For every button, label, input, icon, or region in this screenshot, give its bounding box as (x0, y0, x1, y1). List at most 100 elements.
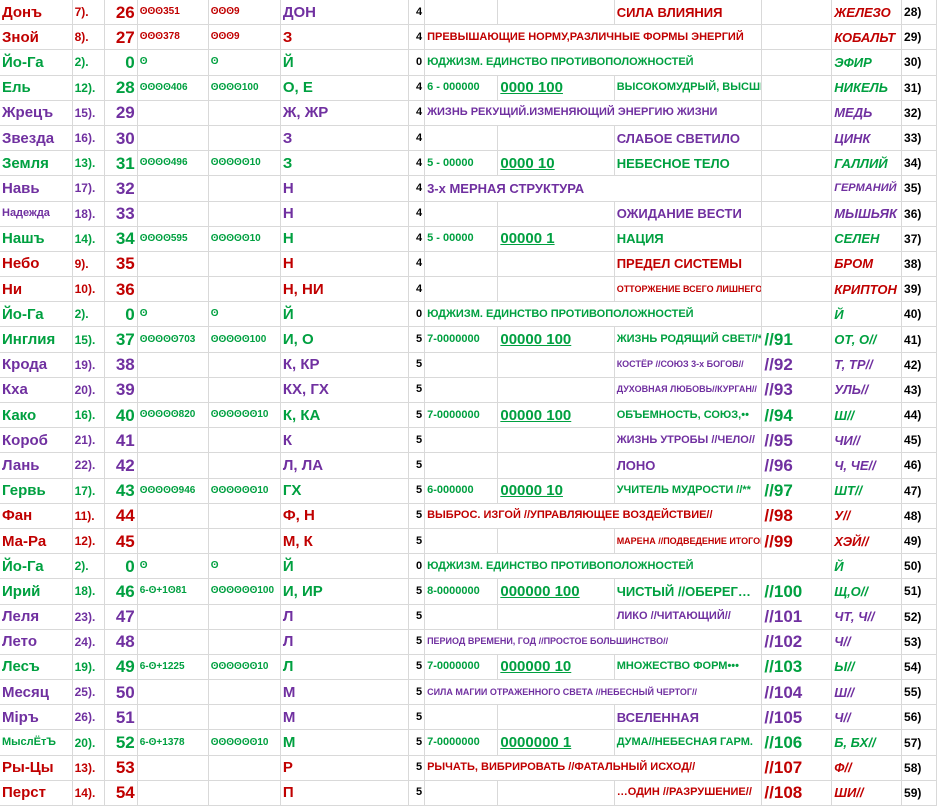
cell-count[interactable]: 4 (408, 150, 426, 177)
cell-binary-code[interactable] (424, 251, 499, 278)
cell-ref[interactable]: //107 (761, 755, 833, 781)
cell-element[interactable]: ЧТ, Ч// (831, 604, 903, 630)
cell-meaning[interactable]: ВЫСОКОМУДРЫЙ, ВЫСШИЙ (614, 75, 763, 101)
cell-ref[interactable] (761, 301, 833, 328)
cell-binary-code[interactable] (424, 604, 499, 630)
cell-ref[interactable]: //91 (761, 326, 833, 353)
cell-binary-value[interactable] (497, 125, 615, 152)
cell-meaning[interactable]: ВЫБРОС. ИЗГОЙ //УПРАВЛЯЮЩЕЕ ВОЗДЕЙСТВИЕ/… (424, 503, 763, 529)
cell-code-a[interactable] (137, 100, 209, 126)
cell-count[interactable]: 5 (408, 427, 426, 454)
cell-row-number[interactable]: 45) (901, 427, 937, 454)
cell-ref[interactable] (761, 0, 833, 26)
cell-meaning[interactable]: ОБЪЕМНОСТЬ, СОЮЗ,•• (614, 402, 763, 429)
cell-meaning[interactable]: ОЖИДАНИЕ ВЕСТИ (614, 201, 763, 227)
cell-letter[interactable]: М (280, 704, 409, 731)
cell-meaning[interactable]: ДУМА//НЕБЕСНАЯ ГАРМ. (614, 729, 763, 756)
cell-row-number[interactable]: 40) (901, 301, 937, 328)
cell-row-number[interactable]: 35) (901, 175, 937, 202)
cell-ref[interactable] (761, 125, 833, 152)
cell-code-a[interactable] (137, 604, 209, 630)
cell-code-b[interactable]: ʘ (208, 301, 281, 328)
cell-index[interactable]: 25). (72, 679, 106, 706)
cell-binary-value[interactable] (497, 704, 615, 731)
cell-binary-code[interactable] (424, 704, 499, 731)
cell-name[interactable]: Йо-Га (0, 49, 73, 76)
cell-element[interactable]: ШТ// (831, 478, 903, 504)
cell-number[interactable]: 36 (104, 276, 138, 303)
cell-count[interactable]: 5 (408, 352, 426, 378)
cell-meaning[interactable]: НЕБЕСНОЕ ТЕЛО (614, 150, 763, 177)
cell-ref[interactable] (761, 276, 833, 303)
cell-number[interactable]: 39 (104, 377, 138, 404)
cell-code-a[interactable] (137, 503, 209, 529)
cell-code-a[interactable]: ʘʘʘʘ496 (137, 150, 209, 177)
cell-index[interactable]: 10). (72, 276, 106, 303)
cell-number[interactable]: 41 (104, 427, 138, 454)
cell-count[interactable]: 0 (408, 49, 426, 76)
cell-code-b[interactable] (208, 629, 281, 655)
cell-binary-code[interactable] (424, 528, 499, 555)
cell-index[interactable]: 13). (72, 755, 106, 781)
cell-count[interactable]: 5 (408, 528, 426, 555)
cell-element[interactable]: МЫШЬЯК (831, 201, 903, 227)
cell-row-number[interactable]: 47) (901, 478, 937, 504)
cell-element[interactable]: МЕДЬ (831, 100, 903, 126)
cell-row-number[interactable]: 29) (901, 24, 937, 51)
cell-ref[interactable]: //100 (761, 578, 833, 605)
cell-code-a[interactable] (137, 780, 209, 806)
cell-name[interactable]: Жрецъ (0, 100, 73, 126)
cell-number[interactable]: 47 (104, 604, 138, 630)
cell-meaning[interactable]: ЖИЗНЬ РОДЯЩИЙ СВЕТ//* (614, 326, 763, 353)
cell-element[interactable]: Т, ТР// (831, 352, 903, 378)
cell-number[interactable]: 31 (104, 150, 138, 177)
cell-name[interactable]: Гервь (0, 478, 73, 504)
cell-meaning[interactable]: УЧИТЕЛЬ МУДРОСТИ //** (614, 478, 763, 504)
cell-name[interactable]: Крода (0, 352, 73, 378)
cell-letter[interactable]: Й (280, 553, 409, 580)
cell-number[interactable]: 0 (104, 49, 138, 76)
cell-index[interactable]: 12). (72, 528, 106, 555)
cell-element[interactable]: ГАЛЛИЙ (831, 150, 903, 177)
cell-count[interactable]: 4 (408, 75, 426, 101)
cell-letter[interactable]: Ф, Н (280, 503, 409, 529)
cell-binary-code[interactable] (424, 201, 499, 227)
cell-letter[interactable]: Ж, ЖР (280, 100, 409, 126)
cell-code-b[interactable] (208, 175, 281, 202)
cell-letter[interactable]: Л, ЛА (280, 452, 409, 479)
cell-element[interactable]: Б, БХ// (831, 729, 903, 756)
cell-name[interactable]: Инглия (0, 326, 73, 353)
cell-count[interactable]: 4 (408, 125, 426, 152)
cell-name[interactable]: Зной (0, 24, 73, 51)
cell-ref[interactable] (761, 24, 833, 51)
cell-name[interactable]: Нашъ (0, 226, 73, 252)
cell-name[interactable]: Навь (0, 175, 73, 202)
cell-code-a[interactable] (137, 679, 209, 706)
cell-element[interactable]: ОТ, О// (831, 326, 903, 353)
cell-letter[interactable]: Й (280, 301, 409, 328)
cell-code-b[interactable]: ʘʘʘʘ100 (208, 75, 281, 101)
cell-count[interactable]: 5 (408, 503, 426, 529)
cell-meaning[interactable]: ПРЕВЫШАЮЩИЕ НОРМУ,РАЗЛИЧНЫЕ ФОРМЫ ЭНЕРГИ… (424, 24, 763, 51)
cell-count[interactable]: 4 (408, 175, 426, 202)
cell-meaning[interactable]: ВСЕЛЕННАЯ (614, 704, 763, 731)
cell-code-b[interactable]: ʘʘʘ9 (208, 24, 281, 51)
cell-code-a[interactable] (137, 377, 209, 404)
cell-row-number[interactable]: 51) (901, 578, 937, 605)
cell-meaning[interactable]: ПРЕДЕЛ СИСТЕМЫ (614, 251, 763, 278)
cell-element[interactable]: НИКЕЛЬ (831, 75, 903, 101)
cell-element[interactable]: КОБАЛЬТ (831, 24, 903, 51)
cell-binary-code[interactable] (424, 352, 499, 378)
cell-index[interactable]: 16). (72, 402, 106, 429)
cell-code-b[interactable]: ʘ (208, 553, 281, 580)
cell-ref[interactable]: //96 (761, 452, 833, 479)
cell-index[interactable]: 19). (72, 654, 106, 681)
cell-letter[interactable]: О, Е (280, 75, 409, 101)
cell-row-number[interactable]: 41) (901, 326, 937, 353)
cell-element[interactable]: ШИ// (831, 780, 903, 806)
cell-row-number[interactable]: 30) (901, 49, 937, 76)
cell-index[interactable]: 22). (72, 452, 106, 479)
cell-index[interactable]: 8). (72, 24, 106, 51)
cell-name[interactable]: Донъ (0, 0, 73, 26)
cell-number[interactable]: 49 (104, 654, 138, 681)
